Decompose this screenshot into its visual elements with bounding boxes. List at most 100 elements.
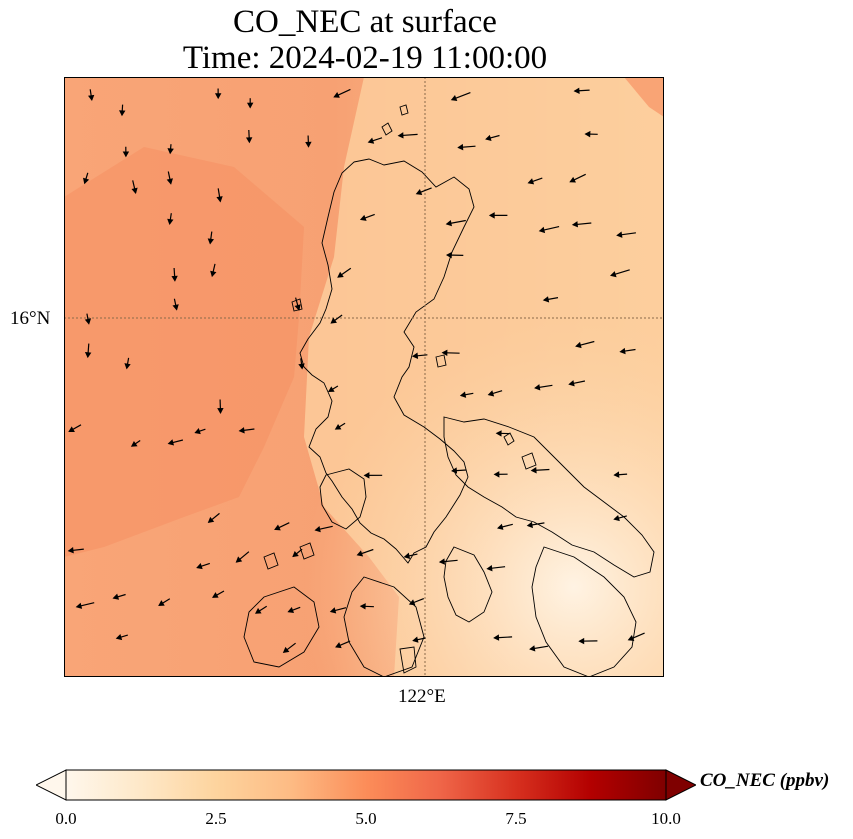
wind-arrow-head [441, 349, 448, 357]
wind-arrow-head [292, 551, 299, 558]
wind-arrow-head [274, 524, 281, 531]
wind-arrow-head [287, 607, 295, 614]
wind-arrow-head [486, 565, 493, 572]
wind-arrow-head [459, 391, 467, 398]
southern-islands [343, 576, 425, 677]
wind-arrow-head [83, 177, 90, 185]
islet-8 [263, 552, 279, 570]
wind-arrow-head [245, 137, 253, 144]
colorbar-tick-label: 7.5 [505, 809, 527, 828]
bicol-coastline [443, 416, 655, 578]
wind-arrow-head [334, 423, 342, 430]
wind-arrow-head [298, 363, 305, 370]
wind-arrow-head [451, 467, 458, 474]
wind-arrow-head [84, 318, 92, 325]
wind-arrow-head [112, 593, 120, 600]
colorbar [36, 769, 696, 801]
wind-arrow-head [335, 642, 342, 649]
colorbar-tick-label: 10.0 [651, 809, 681, 828]
wind-arrow-head [207, 516, 215, 523]
wind-arrow-head [573, 87, 580, 94]
wind-arrow-head [214, 93, 222, 100]
wind-arrow-head [613, 514, 620, 522]
wind-arrow-head [171, 275, 178, 282]
wind-arrow-head [496, 523, 504, 530]
colorbar-gradient [65, 769, 667, 801]
wind-arrow-head [457, 143, 464, 151]
wind-arrow-head [172, 304, 179, 311]
wind-arrow-head [530, 467, 537, 474]
wind-arrow-head [238, 427, 245, 434]
wind-arrow-head [84, 352, 92, 359]
northeast-dark-patch [624, 77, 664, 117]
colorbar-max-extension [665, 769, 696, 801]
mindoro-coastline [319, 468, 367, 530]
wind-arrow-head [122, 151, 130, 158]
colorbar-label: CO_NEC (ppbv) [700, 770, 830, 791]
wind-arrow-head [403, 552, 411, 559]
wind-arrow-head [408, 599, 416, 606]
wind-arrow-head [333, 92, 340, 98]
islet-2 [399, 104, 409, 116]
wind-arrow-head [493, 471, 500, 478]
wind-arrow-head [330, 317, 337, 324]
wind-arrow-head [613, 471, 620, 478]
wind-arrow-head [210, 270, 217, 278]
wind-arrow-head [359, 214, 367, 221]
wind-arrow-head [67, 547, 74, 554]
panay-coastline [243, 586, 320, 668]
wind-arrow-head [526, 521, 533, 529]
islet-9 [399, 646, 417, 674]
wind-arrow-head [254, 607, 262, 614]
wind-arrow-head [487, 390, 495, 397]
wind-arrow-head [542, 296, 550, 303]
wind-arrow-head [314, 525, 321, 533]
wind-arrow-head [397, 132, 404, 139]
colorbar-tick-label: 0.0 [55, 809, 77, 828]
wind-arrow-head [196, 563, 203, 570]
colorbar-tick-label: 5.0 [355, 809, 377, 828]
wind-arrow-head [527, 178, 535, 185]
wind-arrow-head [584, 130, 591, 138]
colorbar-tick-label: 2.5 [205, 809, 227, 828]
wind-arrow-head [411, 352, 419, 359]
wind-arrow-head [75, 602, 83, 609]
southeast-light-region [64, 77, 664, 677]
wind-arrow-head [329, 607, 337, 614]
wind-arrow-head [194, 428, 201, 435]
wind-arrow-head [356, 550, 364, 557]
islet-6 [521, 452, 537, 470]
wind-arrow-head [610, 271, 617, 278]
chart-title-line-1: CO_NEC at surface [233, 4, 497, 40]
wind-arrow-head [415, 189, 423, 196]
wind-arrow-head [216, 196, 223, 203]
wind-arrow-head [538, 226, 546, 234]
wind-arrow-head [569, 176, 576, 183]
latitude-tick-label: 16°N [10, 308, 51, 329]
wind-arrow-head [166, 178, 173, 185]
wind-arrow-head [575, 341, 582, 349]
wind-arrow-head [207, 238, 214, 245]
wind-arrow-head [485, 134, 492, 142]
wind-arrow-head [367, 137, 375, 144]
wind-arrow-head [282, 646, 290, 653]
luzon-coastline [299, 158, 475, 564]
wind-arrow-head [167, 439, 175, 446]
wind-arrow-head [158, 600, 165, 606]
islet-5 [503, 432, 515, 446]
wind-arrow-head [495, 430, 502, 437]
colorbar-min-extension [36, 769, 67, 801]
wind-arrow-head [616, 231, 623, 238]
wind-arrow-head [235, 556, 243, 563]
wind-arrow-head [619, 347, 626, 355]
wind-arrow-head [246, 102, 254, 109]
coastlines [243, 104, 655, 677]
wind-arrow-head [88, 94, 95, 102]
island-cluster-south [443, 546, 493, 623]
wind-arrow-head [627, 635, 635, 642]
islet-3 [291, 298, 303, 312]
wind-arrow-head [412, 636, 419, 643]
wind-arrow-head [534, 384, 541, 391]
map-panel [64, 77, 664, 677]
wind-arrow-head [571, 221, 578, 228]
